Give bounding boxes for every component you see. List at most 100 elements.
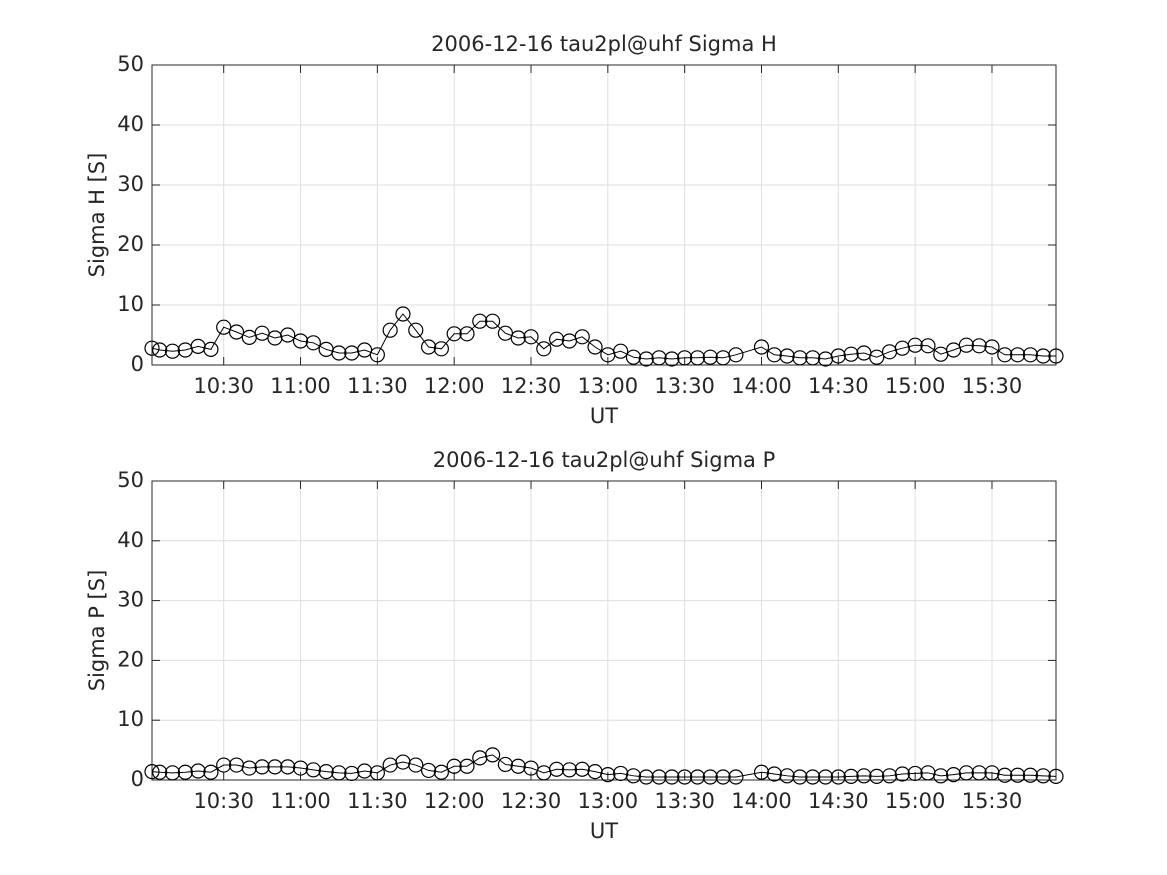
data-point xyxy=(638,351,654,367)
axes-box xyxy=(151,64,1057,366)
data-point xyxy=(843,346,859,362)
data-point xyxy=(907,337,923,353)
data-point xyxy=(241,760,257,776)
data-point xyxy=(792,769,808,785)
data-point xyxy=(945,767,962,783)
x-tick-label: 15:30 xyxy=(962,789,1023,813)
data-point xyxy=(510,758,526,774)
x-tick-label: 14:30 xyxy=(808,374,869,398)
data-point xyxy=(1048,348,1064,364)
data-point xyxy=(792,350,808,366)
data-point xyxy=(779,768,795,784)
data-point xyxy=(459,758,475,774)
data-point xyxy=(600,767,616,783)
y-tick-label: 50 xyxy=(117,52,144,76)
data-point xyxy=(677,350,693,366)
x-tick-label: 12:00 xyxy=(424,789,485,813)
data-point xyxy=(292,333,309,349)
x-tick-label: 15:00 xyxy=(885,374,946,398)
data-point xyxy=(587,339,603,355)
data-point xyxy=(1022,347,1038,363)
x-tick-label: 11:30 xyxy=(347,374,408,398)
y-axis-label: Sigma P [S] xyxy=(85,570,109,692)
data-point xyxy=(459,326,475,342)
data-point xyxy=(267,759,283,775)
data-point xyxy=(920,338,936,354)
data-point xyxy=(664,769,680,785)
data-point xyxy=(651,769,667,785)
data-line xyxy=(151,754,1057,778)
x-tick-label: 12:30 xyxy=(501,374,562,398)
data-point xyxy=(971,338,987,354)
data-line xyxy=(151,313,1056,360)
data-point xyxy=(779,348,795,364)
data-point xyxy=(766,347,782,363)
y-tick-label: 20 xyxy=(117,232,144,256)
data-point xyxy=(536,341,552,357)
data-point xyxy=(446,326,462,342)
data-point xyxy=(715,769,731,785)
data-point xyxy=(984,765,1000,781)
data-point xyxy=(881,768,898,784)
data-point xyxy=(984,339,1000,355)
x-tick-label: 15:00 xyxy=(885,789,946,813)
x-tick-label: 14:00 xyxy=(731,789,792,813)
data-point xyxy=(1035,768,1051,784)
data-point xyxy=(677,769,693,785)
data-point xyxy=(152,764,168,780)
data-point xyxy=(689,350,706,366)
x-tick-label: 10:30 xyxy=(193,374,254,398)
data-point xyxy=(164,343,181,359)
data-point xyxy=(933,768,949,784)
data-point xyxy=(472,313,488,329)
data-point xyxy=(523,329,539,345)
data-point xyxy=(728,347,744,363)
data-point xyxy=(144,340,160,356)
data-point xyxy=(830,348,846,364)
x-tick-label: 13:00 xyxy=(578,789,639,813)
x-tick-label: 15:30 xyxy=(962,374,1023,398)
data-point xyxy=(510,330,526,346)
data-point xyxy=(144,764,160,780)
data-point xyxy=(280,327,296,343)
data-point xyxy=(613,343,629,359)
data-point xyxy=(817,769,834,785)
data-point xyxy=(369,765,385,781)
data-point xyxy=(369,347,385,363)
data-point xyxy=(408,757,424,773)
data-point xyxy=(625,349,642,365)
data-point xyxy=(420,339,437,355)
data-point xyxy=(574,761,590,777)
y-tick-label: 0 xyxy=(131,352,144,376)
data-point xyxy=(702,769,718,785)
data-point xyxy=(753,339,770,355)
data-point xyxy=(766,766,782,782)
data-point xyxy=(613,765,629,782)
x-tick-label: 13:30 xyxy=(654,789,715,813)
y-tick-label: 40 xyxy=(117,112,144,136)
data-point xyxy=(702,349,718,365)
x-tick-label: 14:30 xyxy=(808,789,869,813)
data-point xyxy=(574,329,590,345)
data-point xyxy=(177,764,193,780)
data-point xyxy=(446,758,462,774)
data-point xyxy=(190,763,206,779)
x-tick-label: 11:00 xyxy=(270,789,331,813)
data-point xyxy=(856,768,872,784)
data-point xyxy=(625,768,642,784)
y-tick-label: 30 xyxy=(117,172,144,196)
data-point xyxy=(292,760,309,776)
y-tick-label: 20 xyxy=(117,647,144,671)
data-point xyxy=(280,759,296,775)
data-point xyxy=(997,347,1013,363)
data-point xyxy=(728,769,744,785)
x-axis-label: UT xyxy=(590,404,618,428)
data-point xyxy=(549,331,565,347)
data-point xyxy=(216,757,232,773)
data-point xyxy=(805,350,821,366)
data-point xyxy=(549,761,565,777)
data-point xyxy=(958,337,974,353)
data-point xyxy=(1009,767,1026,783)
data-point xyxy=(561,762,578,778)
